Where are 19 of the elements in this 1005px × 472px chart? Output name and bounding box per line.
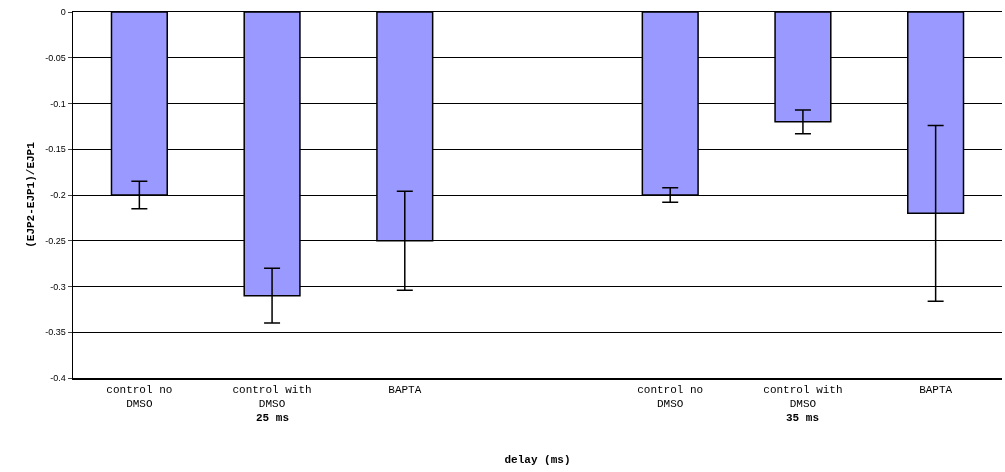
- text: 35 ms: [786, 412, 820, 424]
- y-tick-label: -0.35: [45, 327, 66, 338]
- y-tick-label: -0.15: [45, 144, 66, 155]
- x-tick-label: control with DMSO: [232, 383, 312, 410]
- text: 25 ms: [256, 412, 290, 424]
- x-tick-label: control with DMSO: [763, 383, 843, 410]
- x-tick-label: BAPTA: [919, 383, 953, 396]
- x-axis-title: delay (ms): [504, 453, 571, 466]
- y-tick-label: -0.3: [50, 281, 66, 292]
- y-tick-label: -0.2: [50, 190, 66, 201]
- y-tick-label: -0.05: [45, 52, 66, 63]
- y-tick-label: -0.1: [50, 98, 66, 109]
- x-tick-label: BAPTA: [388, 383, 422, 396]
- x-tick-label: control no DMSO: [106, 383, 173, 410]
- y-axis-title: (EJP2-EJP1)/EJP1: [25, 141, 38, 248]
- y-tick-label: 0: [60, 7, 66, 18]
- x-tick-label: control no DMSO: [637, 383, 704, 410]
- y-tick-label: -0.25: [45, 235, 66, 246]
- y-tick-label: -0.4: [50, 373, 66, 384]
